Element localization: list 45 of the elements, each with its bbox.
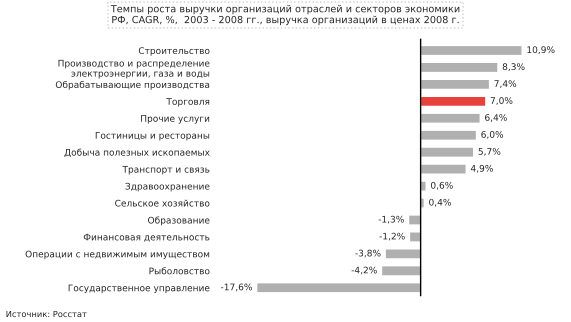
y-tick-label: Образование xyxy=(148,216,210,226)
data-label: 4,9% xyxy=(470,164,493,173)
bar xyxy=(420,62,499,74)
y-tick-label: Добыча полезных ископаемых xyxy=(64,148,210,158)
y-tick-label: Сельское хозяйство xyxy=(115,200,210,207)
y-tick-label: Рыболовство xyxy=(150,267,210,274)
bar xyxy=(256,282,422,294)
y-tick-label: Государственное управление xyxy=(68,284,210,294)
data-label: -17,6% xyxy=(220,284,252,292)
data-label: 0,4% xyxy=(429,198,451,207)
data-label: 7,0% xyxy=(490,97,512,105)
data-label: -1,2% xyxy=(380,232,405,240)
y-tick-label: Финансовая деятельность xyxy=(84,234,210,242)
y-tick-label: Здравоохранение xyxy=(126,182,210,192)
y-tick-label: Торговля xyxy=(166,98,210,107)
y-tick-label: Прочие услуги xyxy=(141,115,210,124)
bar xyxy=(408,214,422,226)
y-tick-label: Строительство xyxy=(138,47,210,56)
data-label: -3,8% xyxy=(355,250,381,258)
text: Источник: Росстат xyxy=(6,310,87,318)
y-tick-label: Транспорт и связь xyxy=(122,166,210,174)
data-label: 6,0% xyxy=(481,131,504,139)
data-label: 5,7% xyxy=(478,148,500,156)
bar xyxy=(420,163,467,175)
data-label: -4,2% xyxy=(352,266,377,274)
data-label: -1,3% xyxy=(378,216,404,224)
y-tick-label: Операции с недвижимым имуществом xyxy=(26,250,210,260)
bar xyxy=(420,96,487,108)
bar xyxy=(420,112,481,124)
bar xyxy=(384,248,422,260)
data-label: 7,4% xyxy=(494,80,516,88)
data-label: 6,4% xyxy=(485,114,507,122)
bar xyxy=(420,129,478,142)
bar xyxy=(420,146,474,158)
y-tick-label: Производство и распределение электроэнергии, газа и воды xyxy=(58,60,210,78)
bar xyxy=(380,265,422,277)
chart-title: Темпы роста выручки организаций отраслей и секторов экономики РФ, CAGR, %, 2003 - 2008 гг., выручка организаций в ценах 2008 г. xyxy=(110,4,460,26)
data-label: 10,9% xyxy=(527,46,555,54)
bar xyxy=(420,78,490,90)
data-label: 8,3% xyxy=(502,63,525,71)
data-label: 0,6% xyxy=(430,182,453,190)
bar xyxy=(420,44,523,56)
y-tick-label: Обрабатывающие производства xyxy=(56,80,210,90)
bar xyxy=(408,231,422,243)
y-tick-label: Гостиницы и рестораны xyxy=(96,132,210,141)
